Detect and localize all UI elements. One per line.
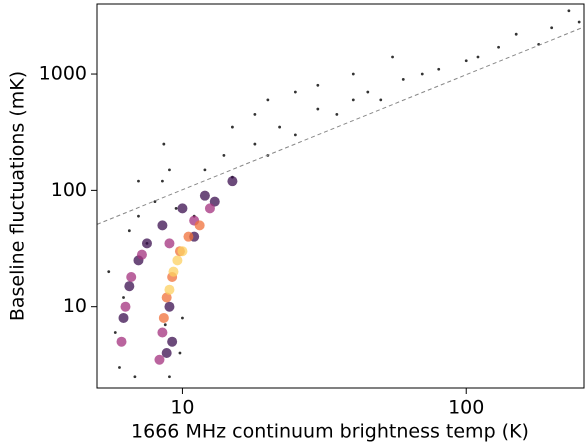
point <box>335 112 339 116</box>
point <box>172 255 183 266</box>
point <box>133 375 137 379</box>
point <box>203 168 207 172</box>
point <box>178 351 182 355</box>
point <box>366 90 370 94</box>
point <box>497 45 500 49</box>
point <box>154 354 165 365</box>
fit-line <box>96 26 585 225</box>
point <box>157 327 168 338</box>
point <box>167 336 178 347</box>
point <box>136 249 147 260</box>
point <box>161 292 172 303</box>
point <box>293 133 297 137</box>
point <box>164 238 175 249</box>
point <box>401 77 405 81</box>
plot-frame <box>96 3 585 389</box>
point <box>127 229 131 233</box>
point <box>199 190 210 201</box>
point <box>266 98 270 102</box>
point <box>293 90 297 94</box>
point <box>183 231 194 242</box>
point <box>126 271 137 282</box>
point <box>464 59 468 63</box>
x-axis-label: 1666 MHz continuum brightness temp (K) <box>131 421 529 443</box>
point <box>158 312 169 323</box>
point <box>107 270 111 274</box>
point <box>116 336 127 347</box>
point <box>124 281 135 292</box>
point <box>137 214 140 218</box>
point <box>391 55 394 59</box>
point <box>164 301 175 312</box>
point <box>514 32 518 36</box>
x-tick-label: 10 <box>170 397 194 419</box>
point <box>567 9 571 13</box>
point <box>161 179 164 183</box>
point <box>118 312 129 323</box>
point <box>476 55 480 59</box>
point <box>351 72 355 76</box>
point <box>222 153 226 157</box>
point <box>162 142 166 146</box>
point <box>577 20 581 24</box>
point <box>157 220 168 231</box>
point <box>420 72 424 76</box>
point <box>174 206 178 210</box>
point <box>120 301 131 312</box>
point <box>316 83 320 87</box>
point <box>379 98 383 102</box>
point <box>231 125 234 129</box>
point <box>177 203 188 214</box>
point <box>163 323 167 327</box>
x-tick-label: 100 <box>448 397 484 419</box>
point <box>316 107 320 111</box>
y-tick-label: 10 <box>63 295 87 317</box>
point <box>141 238 152 249</box>
point <box>168 168 171 172</box>
point <box>351 98 355 102</box>
point <box>168 266 179 277</box>
point <box>204 203 215 214</box>
point <box>164 284 175 295</box>
y-axis-label: Baseline fluctuations (mK) <box>7 71 29 321</box>
point <box>194 220 205 231</box>
point <box>437 67 441 71</box>
point <box>118 366 121 369</box>
point <box>253 142 257 146</box>
point <box>253 112 257 116</box>
point <box>113 331 117 334</box>
point <box>550 26 554 30</box>
point <box>122 296 125 299</box>
point <box>177 246 188 257</box>
point <box>161 347 172 358</box>
point <box>278 125 282 129</box>
y-tick-label: 1000 <box>39 63 87 85</box>
point <box>168 375 171 379</box>
y-tick-label: 100 <box>51 179 87 201</box>
point <box>137 179 140 183</box>
point <box>181 316 184 320</box>
point <box>227 176 238 187</box>
